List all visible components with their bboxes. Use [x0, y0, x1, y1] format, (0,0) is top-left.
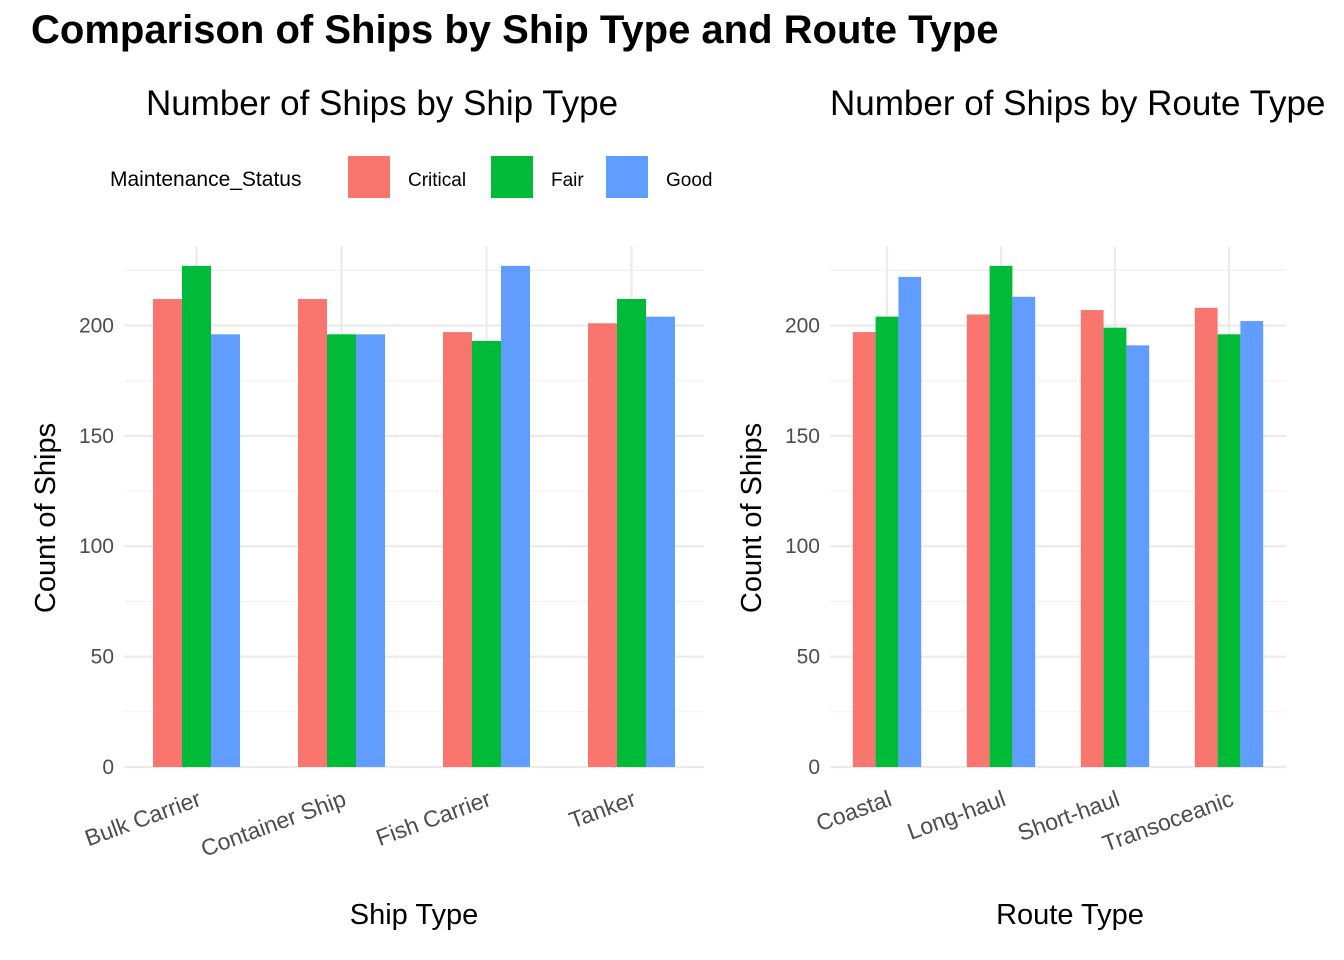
panel-title: Number of Ships by Ship Type — [146, 84, 618, 123]
x-axis-label: Ship Type — [350, 899, 478, 931]
bar-good — [211, 334, 240, 767]
y-tick-label: 50 — [797, 646, 820, 669]
x-tick-label: Bulk Carrier — [81, 785, 204, 851]
x-tick-label: Container Ship — [197, 785, 349, 861]
bar-good — [898, 276, 922, 767]
bar-fair — [327, 334, 356, 767]
bar-good — [1126, 345, 1150, 767]
y-tick-label: 50 — [91, 646, 114, 669]
bar-good — [1012, 296, 1036, 767]
bar-critical — [443, 332, 472, 767]
y-axis-label: Count of Ships — [30, 423, 62, 613]
legend-swatch — [491, 156, 533, 198]
bar-critical — [588, 323, 617, 767]
legend-label: Critical — [408, 170, 466, 191]
x-tick-label: Tanker — [565, 785, 639, 833]
x-tick-label: Transoceanic — [1099, 785, 1237, 856]
legend-swatch — [606, 156, 648, 198]
x-tick-label: Coastal — [813, 785, 895, 836]
bar-fair — [1217, 334, 1241, 767]
legend-label: Fair — [551, 170, 584, 191]
y-tick-label: 0 — [102, 756, 114, 779]
bar-fair — [875, 316, 899, 767]
x-axis-label: Route Type — [996, 899, 1144, 931]
y-tick-label: 100 — [79, 535, 114, 558]
bar-good — [646, 316, 675, 767]
bar-critical — [1194, 307, 1218, 767]
panel-title: Number of Ships by Route Type — [830, 84, 1325, 123]
bar-fair — [617, 298, 646, 767]
bar-critical — [153, 298, 182, 767]
bar-good — [501, 265, 530, 767]
legend-label: Good — [666, 170, 712, 191]
main-title: Comparison of Ships by Ship Type and Rou… — [31, 8, 999, 52]
bar-fair — [472, 340, 501, 767]
bar-fair — [989, 265, 1013, 767]
bar-good — [356, 334, 385, 767]
bar-critical — [966, 314, 990, 767]
x-tick-label: Long-haul — [904, 785, 1009, 844]
y-tick-label: 200 — [79, 314, 114, 337]
bar-critical — [298, 298, 327, 767]
y-tick-label: 150 — [785, 425, 820, 448]
y-tick-label: 0 — [808, 756, 820, 779]
bar-critical — [1080, 310, 1104, 767]
y-tick-label: 200 — [785, 314, 820, 337]
y-tick-label: 150 — [79, 425, 114, 448]
bar-fair — [182, 265, 211, 767]
legend-title: Maintenance_Status — [110, 168, 301, 191]
x-tick-label: Fish Carrier — [372, 785, 494, 851]
bar-fair — [1103, 327, 1127, 767]
y-tick-label: 100 — [785, 535, 820, 558]
bar-good — [1240, 321, 1264, 767]
legend-swatch — [348, 156, 390, 198]
y-axis-label: Count of Ships — [736, 423, 768, 613]
bar-critical — [852, 332, 876, 767]
